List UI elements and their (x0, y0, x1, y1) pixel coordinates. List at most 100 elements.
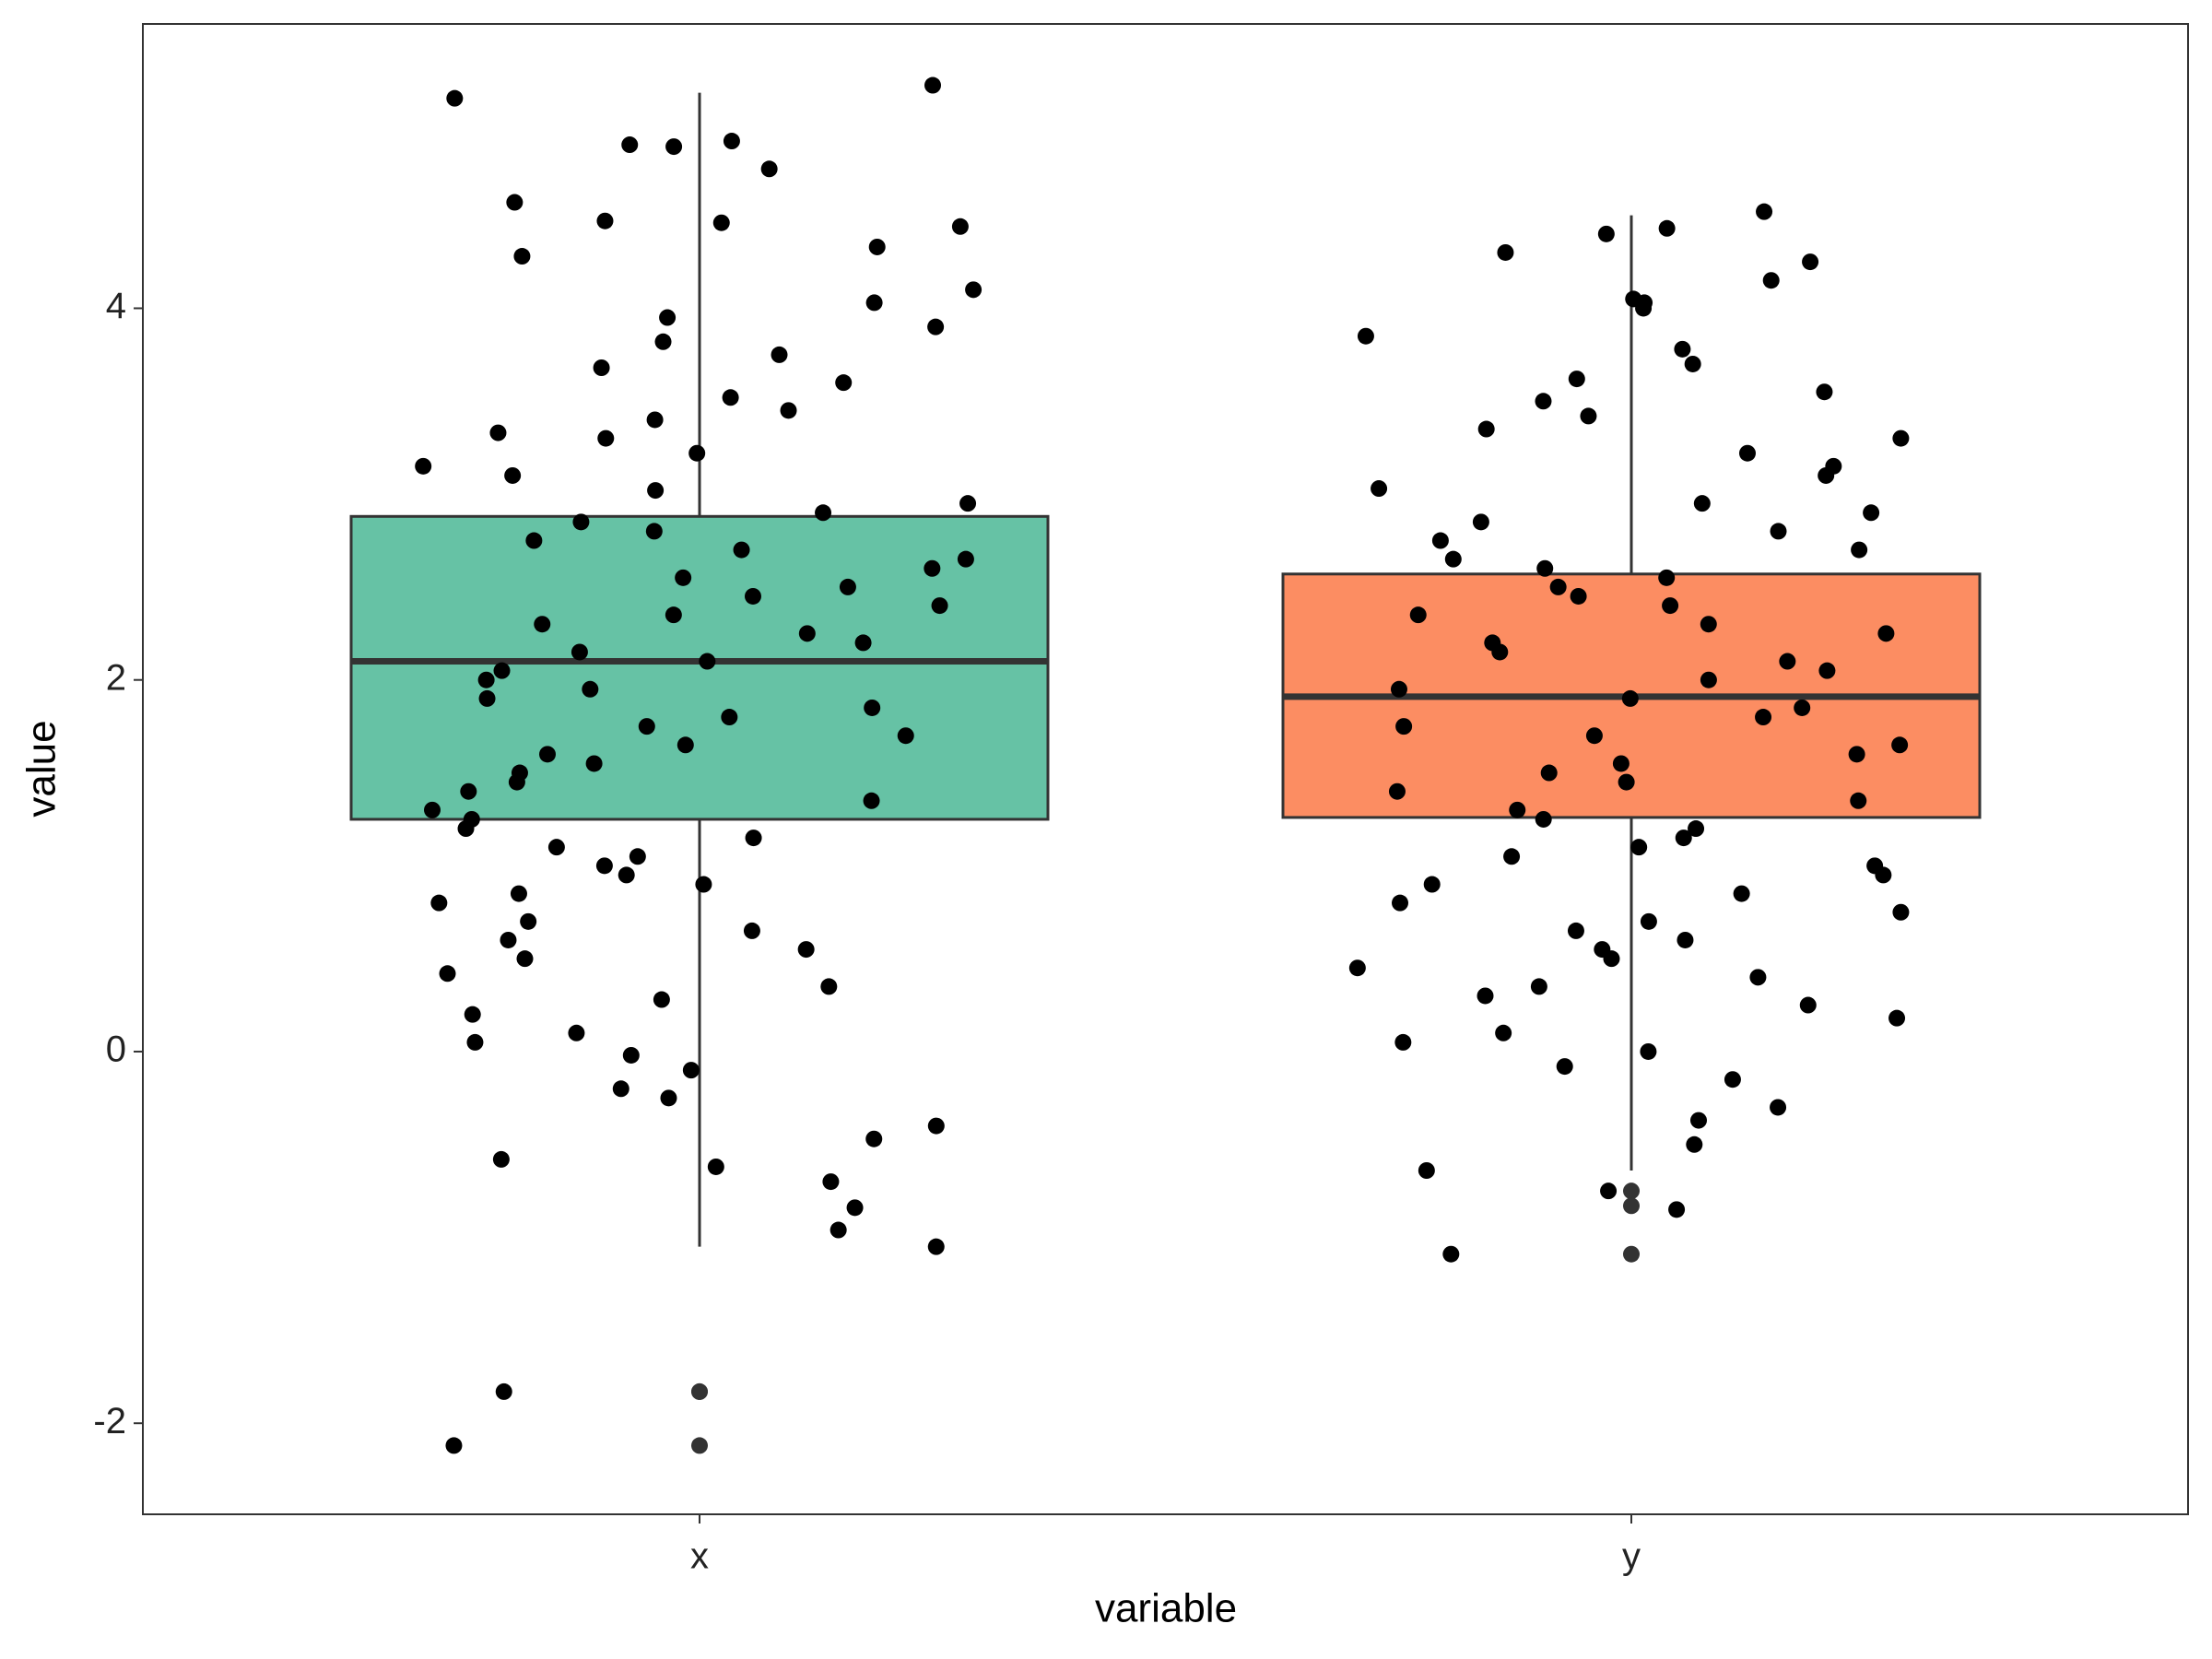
jitter-point (688, 444, 706, 462)
jitter-point (430, 894, 448, 912)
jitter-point (1851, 541, 1868, 559)
jitter-point (1423, 876, 1441, 893)
jitter-point (1388, 782, 1406, 800)
jitter-point (582, 680, 599, 698)
jitter-point (445, 1437, 463, 1454)
jitter-point (1418, 1162, 1435, 1180)
jitter-point (1756, 203, 1773, 220)
jitter-point (415, 457, 432, 475)
jitter-point (1658, 569, 1676, 586)
jitter-point (723, 133, 740, 150)
jitter-point (1536, 559, 1554, 577)
jitter-point (510, 885, 527, 902)
jitter-point (1689, 1112, 1707, 1129)
jitter-point (743, 922, 760, 939)
jitter-point (534, 616, 551, 633)
jitter-point (733, 541, 750, 559)
jitter-point (1549, 578, 1567, 595)
jitter-point (500, 931, 517, 948)
jitter-point (1802, 253, 1819, 271)
jitter-point (621, 136, 639, 154)
panel-border (142, 23, 2189, 1515)
jitter-point (1535, 393, 1552, 410)
jitter-point (1444, 550, 1462, 568)
jitter-point (492, 1150, 510, 1168)
jitter-point (707, 1158, 724, 1175)
jitter-point (1409, 606, 1427, 624)
jitter-point (1348, 959, 1366, 977)
jitter-point (466, 1033, 484, 1051)
jitter-point (1818, 466, 1835, 484)
jitter-point (525, 532, 543, 549)
jitter-point (1635, 300, 1653, 317)
jitter-point (647, 482, 665, 500)
jitter-point (1770, 523, 1787, 540)
jitter-point (1612, 755, 1630, 772)
jitter-point (682, 1062, 700, 1079)
jitter-point (1686, 1135, 1703, 1153)
jitter-point (1675, 830, 1692, 847)
jitter-point (771, 346, 788, 363)
jitter-point (1597, 225, 1615, 242)
jitter-point (571, 643, 588, 661)
jitter-point (863, 792, 880, 809)
y-tick-label: 4 (106, 286, 126, 326)
jitter-point (622, 1046, 640, 1064)
jitter-point (1395, 718, 1413, 735)
jitter-point (744, 587, 761, 605)
jitter-point (1472, 513, 1489, 531)
jitter-point (1848, 746, 1865, 763)
jitter-point (618, 866, 635, 884)
jitter-point (868, 238, 886, 255)
jitter-point (1580, 407, 1597, 425)
jitter-point (839, 578, 856, 595)
jitter-point (1875, 866, 1892, 884)
jitter-point (1477, 987, 1494, 1005)
jitter-point (1570, 587, 1587, 605)
jitter-point (815, 504, 832, 522)
jitter-point (1693, 495, 1711, 512)
jitter-point (1497, 243, 1514, 261)
jitter-point (665, 606, 682, 624)
jitter-point (439, 965, 456, 982)
jitter-point (865, 1130, 883, 1147)
jitter-point (1662, 597, 1679, 615)
jitter-point (477, 671, 495, 688)
jitter-point (1503, 848, 1521, 865)
x-tick-label: x (690, 1536, 709, 1577)
jitter-point (1568, 371, 1585, 388)
jitter-point (1495, 1024, 1512, 1041)
x-axis-title: variable (1095, 1586, 1237, 1631)
jitter-point (612, 1080, 629, 1098)
jitter-point (595, 857, 613, 875)
jitter-point (820, 978, 838, 995)
y-tick-label: 2 (106, 657, 126, 698)
jitter-point (1818, 662, 1836, 679)
jitter-point (1585, 727, 1603, 745)
jitter-point (677, 736, 694, 754)
jitter-point (1530, 978, 1547, 995)
jitter-point (1556, 1058, 1573, 1076)
jitter-point (830, 1221, 847, 1239)
jitter-point (1668, 1201, 1686, 1218)
jitter-point (1540, 764, 1558, 782)
jitter-point (659, 309, 677, 326)
jitter-point (1394, 1033, 1412, 1051)
jitter-point (1600, 1182, 1618, 1200)
jitter-point (596, 212, 614, 229)
jitter-point (854, 634, 872, 652)
jitter-point (654, 333, 672, 350)
jitter-point (931, 597, 948, 615)
jitter-point (675, 569, 692, 586)
jitter-point (1674, 340, 1691, 358)
jitter-point (1603, 950, 1620, 968)
jitter-point (1770, 1099, 1787, 1116)
jitter-point (495, 1382, 512, 1400)
jitter-point (1779, 653, 1796, 670)
jitter-point (464, 1006, 481, 1023)
jitter-point (1684, 355, 1701, 372)
jitter-point (1688, 820, 1705, 838)
jitter-point (835, 374, 853, 392)
jitter-point (1724, 1071, 1741, 1088)
jitter-point (927, 1117, 945, 1135)
